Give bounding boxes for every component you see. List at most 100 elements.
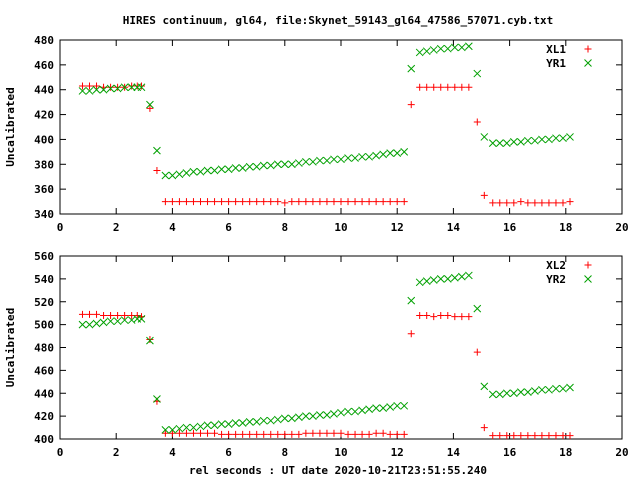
data-point: [146, 336, 154, 345]
data-point: [100, 311, 108, 319]
data-point: [161, 171, 170, 180]
y-tick-label: 420: [34, 410, 54, 423]
data-point: [566, 383, 574, 392]
y-tick-label: 360: [34, 183, 54, 196]
data-point: [386, 403, 395, 411]
data-point: [288, 430, 296, 438]
data-point: [365, 198, 373, 206]
data-point: [407, 296, 416, 305]
data-point: [538, 199, 546, 207]
data-point: [86, 82, 94, 90]
data-point: [372, 151, 380, 160]
data-point: [259, 416, 268, 425]
data-point: [510, 199, 518, 207]
data-point: [107, 311, 115, 319]
y-tick-label: 440: [34, 84, 54, 97]
x-tick-label: 10: [334, 446, 347, 459]
data-point: [559, 432, 567, 440]
x-axis-label: rel seconds : UT date 2020-10-21T23:51:5…: [189, 464, 487, 477]
data-point: [400, 401, 409, 410]
data-point: [168, 198, 176, 206]
y-tick-label: 480: [34, 342, 54, 355]
data-point: [175, 198, 183, 206]
data-point: [316, 198, 324, 206]
data-point: [437, 311, 445, 319]
data-point: [78, 87, 87, 95]
data-point: [407, 101, 415, 109]
data-point: [337, 429, 345, 437]
data-point: [443, 44, 452, 53]
data-point: [436, 44, 445, 53]
data-point: [280, 414, 289, 423]
data-point: [106, 84, 115, 93]
y-tick-label: 420: [34, 109, 54, 122]
y-axis-label: Uncalibrated: [4, 308, 17, 387]
data-point: [252, 162, 261, 171]
data-point: [182, 198, 190, 206]
data-point: [182, 429, 190, 437]
data-point: [168, 171, 177, 180]
data-point: [457, 272, 466, 281]
data-point: [473, 118, 481, 126]
data-point: [189, 198, 197, 206]
data-point: [480, 424, 488, 432]
data-point: [502, 139, 511, 148]
data-point: [281, 199, 289, 207]
data-point: [351, 430, 359, 438]
legend-marker: [584, 261, 592, 269]
data-point: [503, 432, 511, 440]
data-point: [531, 432, 539, 440]
data-point: [516, 388, 525, 396]
data-point: [416, 311, 424, 319]
data-point: [465, 42, 473, 51]
data-point: [566, 432, 574, 440]
data-point: [309, 429, 317, 437]
data-point: [231, 164, 240, 172]
y-tick-label: 460: [34, 364, 54, 377]
bottom-panel: 0 2 4 6 8 10 12 14 16 18 20 400 420 440 460 480 500 520 54…: [4, 250, 629, 459]
data-point: [495, 139, 504, 148]
legend-marker: [584, 275, 592, 283]
data-point: [358, 430, 366, 438]
x-tick-label: 0: [57, 221, 64, 234]
y-axis-label: Uncalibrated: [4, 87, 17, 166]
data-point: [120, 83, 129, 92]
data-point: [288, 198, 296, 206]
data-point: [245, 417, 254, 426]
y-tick-label: 480: [34, 34, 54, 47]
data-point: [451, 83, 459, 91]
data-point: [294, 159, 303, 167]
data-point: [365, 152, 373, 161]
x-tick-label: 16: [503, 446, 517, 459]
x-tick-label: 14: [447, 446, 461, 459]
data-point: [386, 149, 395, 157]
data-point: [545, 199, 553, 207]
data-point: [113, 317, 122, 326]
data-point: [302, 412, 310, 420]
data-point: [182, 423, 191, 432]
data-point: [400, 430, 408, 438]
data-point: [473, 69, 482, 78]
data-point: [323, 429, 331, 437]
data-point: [372, 198, 380, 206]
data-point: [114, 311, 122, 319]
series-YR1: [78, 42, 574, 180]
data-point: [267, 198, 275, 206]
data-point: [274, 430, 282, 438]
data-point: [113, 84, 122, 93]
data-point: [203, 166, 212, 175]
data-point: [465, 83, 473, 91]
data-point: [480, 382, 489, 391]
data-point: [358, 198, 366, 206]
data-point: [358, 406, 366, 415]
data-point: [496, 199, 504, 207]
data-point: [517, 432, 525, 440]
data-point: [204, 198, 212, 206]
data-point: [495, 390, 504, 399]
data-point: [196, 422, 205, 431]
data-point: [107, 83, 115, 91]
data-point: [379, 150, 388, 159]
data-point: [451, 313, 459, 321]
data-point: [552, 134, 560, 143]
data-point: [386, 430, 394, 438]
